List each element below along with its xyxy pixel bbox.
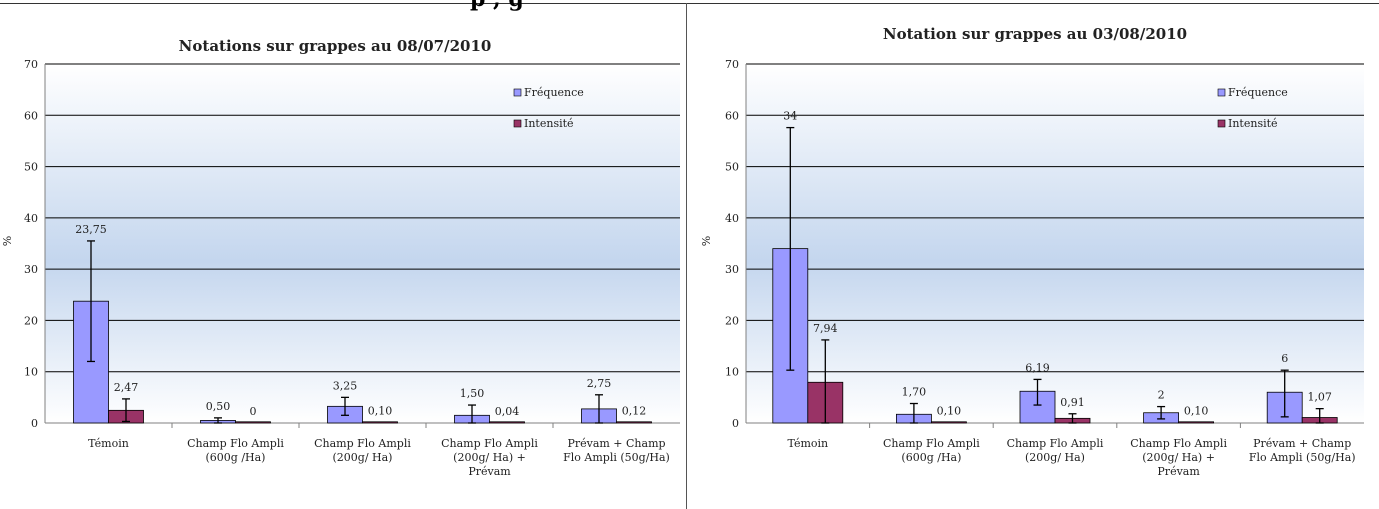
right-legend-swatch xyxy=(1217,119,1226,128)
right-data-label: 0,91 xyxy=(1060,396,1085,409)
left-ytick-label: 40 xyxy=(24,212,38,225)
right-category-label: (200g/ Ha) xyxy=(1025,451,1085,464)
left-bar-intensite xyxy=(362,421,398,424)
right-data-label: 6 xyxy=(1281,352,1288,365)
left-ytick-label: 20 xyxy=(24,314,38,327)
left-bar-intensite xyxy=(489,421,525,424)
left-category-label: (200g/ Ha) + xyxy=(453,451,526,464)
left-data-label: 2,47 xyxy=(114,381,139,394)
right-title: Notation sur grappes au 03/08/2010 xyxy=(883,25,1187,43)
left-ytick-label: 70 xyxy=(24,58,38,71)
chart-right: Notation sur grappes au 03/08/2010 0 10 20 3… xyxy=(700,25,1364,478)
left-data-label: 2,75 xyxy=(587,377,612,390)
left-plot-area xyxy=(45,64,680,423)
right-data-label: 6,19 xyxy=(1025,361,1050,374)
left-title: Notations sur grappes au 08/07/2010 xyxy=(179,37,492,55)
left-bar-intensite xyxy=(616,421,652,424)
left-data-label: 3,25 xyxy=(333,379,358,392)
right-ylabel: % xyxy=(700,236,713,246)
top-rule xyxy=(0,3,1379,4)
right-category-label: Champ Flo Ampli xyxy=(883,437,980,450)
left-category-label: Champ Flo Ampli xyxy=(441,437,538,450)
right-category-label: (200g/ Ha) + xyxy=(1142,451,1215,464)
right-ytick-label: 50 xyxy=(725,161,739,174)
left-legend-label: Intensité xyxy=(524,117,574,130)
left-ytick-label: 30 xyxy=(24,263,38,276)
right-ytick-label: 0 xyxy=(732,417,739,430)
left-legend-label: Fréquence xyxy=(524,86,584,99)
cut-off-heading-text: p , g xyxy=(470,0,524,12)
left-data-label: 0,50 xyxy=(206,400,231,413)
right-ytick-label: 10 xyxy=(725,366,739,379)
left-data-label: 23,75 xyxy=(75,223,107,236)
right-category-label: Flo Ampli (50g/Ha) xyxy=(1249,451,1356,464)
left-data-label: 0,10 xyxy=(368,404,393,417)
left-category-label: Prévam + Champ xyxy=(567,437,665,450)
left-category-label: Flo Ampli (50g/Ha) xyxy=(563,451,670,464)
left-ytick-label: 10 xyxy=(24,366,38,379)
left-ytick-label: 60 xyxy=(24,109,38,122)
right-plot-area xyxy=(746,64,1364,423)
right-data-label: 7,94 xyxy=(813,322,838,335)
right-data-label: 2 xyxy=(1158,389,1165,402)
right-ytick-label: 40 xyxy=(725,212,739,225)
left-legend-swatch xyxy=(513,119,522,128)
left-data-label: 0 xyxy=(250,405,257,418)
left-category-label: Champ Flo Ampli xyxy=(314,437,411,450)
right-ytick-label: 70 xyxy=(725,58,739,71)
right-category-label: Prévam xyxy=(1157,465,1200,478)
right-bar-intensite xyxy=(930,421,967,424)
right-data-label: 34 xyxy=(783,110,797,123)
left-category-label: (600g /Ha) xyxy=(206,451,266,464)
chart-left: Notations sur grappes au 08/07/2010 0 10 20… xyxy=(1,37,680,478)
right-bar-intensite xyxy=(1178,421,1215,424)
left-category-label: Prévam xyxy=(468,465,511,478)
right-category-label: (600g /Ha) xyxy=(901,451,961,464)
right-category-label: Prévam + Champ xyxy=(1253,437,1351,450)
left-legend-swatch xyxy=(513,88,522,97)
left-data-label: 0,04 xyxy=(495,405,520,418)
right-legend-swatch xyxy=(1217,88,1226,97)
right-ytick-label: 30 xyxy=(725,263,739,276)
cut-off-heading: p , g xyxy=(0,0,1379,12)
right-data-label: 0,10 xyxy=(937,404,962,417)
right-legend-label: Fréquence xyxy=(1228,86,1288,99)
right-category-label: Témoin xyxy=(787,437,828,450)
left-bar-intensite xyxy=(235,421,271,424)
left-ylabel: % xyxy=(1,236,14,246)
left-category-label: (200g/ Ha) xyxy=(333,451,393,464)
left-ytick-label: 0 xyxy=(31,417,38,430)
right-category-label: Champ Flo Ampli xyxy=(1007,437,1104,450)
left-category-label: Témoin xyxy=(88,437,129,450)
panel-divider xyxy=(686,3,687,509)
right-category-label: Champ Flo Ampli xyxy=(1130,437,1227,450)
right-ytick-label: 20 xyxy=(725,314,739,327)
left-data-label: 1,50 xyxy=(460,387,485,400)
left-ytick-label: 50 xyxy=(24,161,38,174)
right-legend-label: Intensité xyxy=(1228,117,1278,130)
right-ytick-label: 60 xyxy=(725,109,739,122)
right-data-label: 0,10 xyxy=(1184,404,1209,417)
left-data-label: 0,12 xyxy=(622,404,647,417)
left-category-label: Champ Flo Ampli xyxy=(187,437,284,450)
right-data-label: 1,07 xyxy=(1307,391,1332,404)
right-data-label: 1,70 xyxy=(902,386,927,399)
